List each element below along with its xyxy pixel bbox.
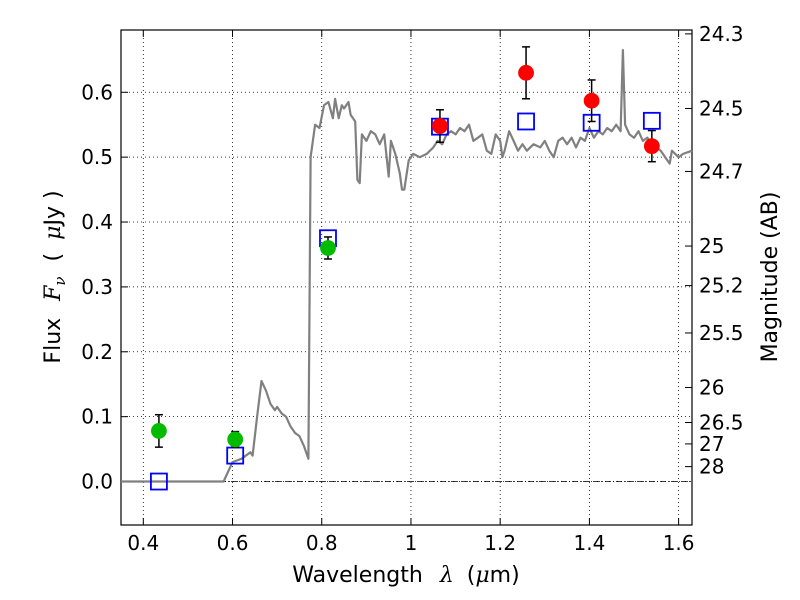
x-tick-label: 1.4	[573, 531, 605, 555]
x-tick-label: 1.6	[663, 531, 695, 555]
plot-frame	[120, 29, 693, 526]
x-tick-label: 0.4	[127, 531, 159, 555]
y-axis-label: Flux Fν ( μJy )	[41, 190, 71, 363]
model-photometry-square	[642, 111, 661, 130]
observed-flux-point	[518, 64, 534, 81]
magnitude-tick-label: 25.5	[699, 321, 744, 345]
model-photometry-square	[517, 112, 535, 131]
magnitude-tick-label: 24.7	[699, 159, 744, 183]
magnitude-tick-label: 24.3	[699, 22, 744, 46]
observed-flux-point	[643, 138, 660, 155]
magnitude-tick-label: 24.5	[699, 96, 744, 120]
y-tick-label: 0.2	[81, 340, 113, 364]
y-ticks: 0.0 0.1 0.2 0.3 0.4 0.5 0.6	[81, 80, 128, 494]
model-spectrum-line	[121, 48, 693, 483]
magnitude-tick-label: 26.5	[699, 410, 744, 434]
x-axis-label: Wavelength λ (μm)	[292, 563, 519, 588]
x-tick-label: 1	[405, 531, 418, 555]
observed-flux-point	[583, 92, 600, 109]
y-tick-label: 0.0	[81, 470, 113, 494]
grid	[121, 30, 692, 525]
observed-flux-point	[151, 423, 167, 439]
observed-flux-point	[227, 431, 244, 448]
x-tick-label: 0.6	[217, 531, 249, 555]
y2-axis-label: Magnitude (AB)	[758, 192, 783, 363]
y-tick-label: 0.4	[81, 210, 113, 234]
magnitude-tick-label: 26	[699, 375, 724, 399]
model-photometry	[150, 111, 661, 491]
observed-photometry	[151, 46, 660, 448]
magnitude-tick-label: 25.2	[699, 274, 744, 298]
magnitude-tick-label: 27	[699, 432, 724, 456]
y-tick-label: 0.6	[81, 80, 113, 104]
observed-flux-point	[432, 118, 448, 134]
observed-flux-point	[320, 240, 336, 256]
magnitude-tick-label: 25	[699, 234, 724, 258]
model-photometry-square	[150, 472, 168, 491]
y-tick-label: 0.5	[81, 145, 113, 169]
y-tick-label: 0.3	[81, 275, 113, 299]
model-spectrum	[121, 48, 693, 483]
y-tick-label: 0.1	[81, 405, 113, 429]
x-tick-label: 0.8	[306, 531, 338, 555]
magnitude-tick-label: 28	[699, 455, 724, 479]
x-ticks: 0.4 0.6 0.8 1 1.2 1.4 1.6	[127, 30, 695, 555]
x-tick-label: 1.2	[484, 531, 516, 555]
